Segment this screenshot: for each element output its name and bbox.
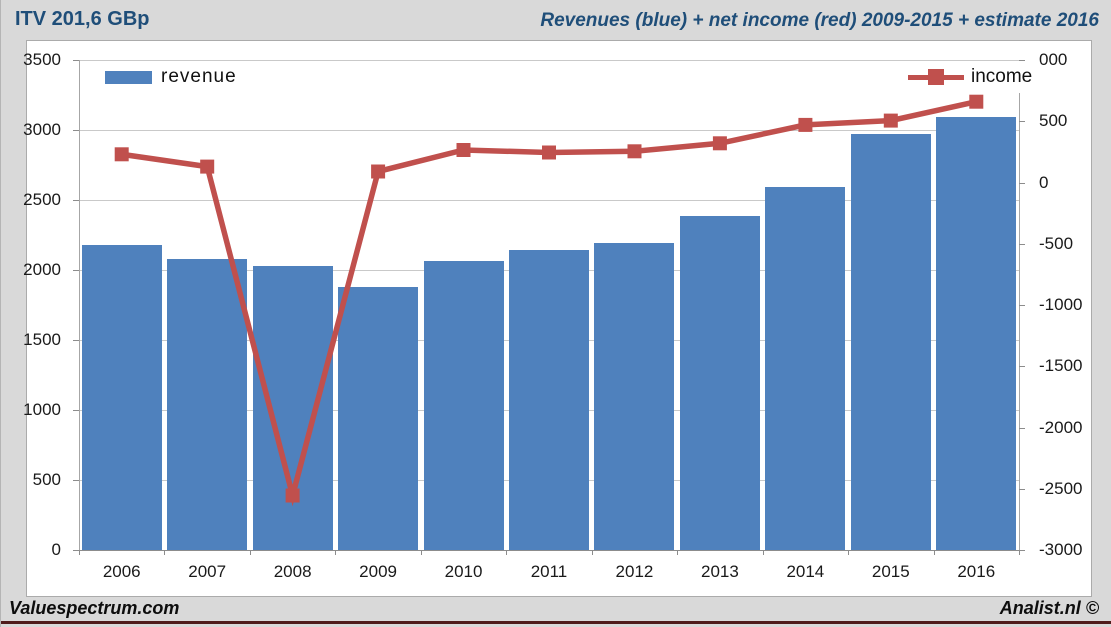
x-axis-label: 2012 [615,562,654,581]
x-axis-tick [933,550,935,555]
valuespectrum-brand: Valuespectrum.com [9,598,180,618]
y-axis-left-tick-label: 3000 [23,120,61,139]
income-marker-icon [908,69,964,85]
y-axis-right-tick [1019,488,1025,490]
income-marker [883,113,898,128]
x-axis-tick [1019,550,1020,555]
y-axis-right-tick [1019,182,1025,184]
y-axis-left-tick-label: 3500 [23,50,61,69]
y-axis-left-tick [73,410,79,411]
x-axis-label: 2010 [444,562,483,581]
x-axis-tick [420,550,422,555]
revenue-bar [423,261,504,550]
income-marker [627,144,642,159]
x-axis-tick [762,550,764,555]
x-axis-label: 2015 [871,562,910,581]
legend-income: income [904,61,1036,93]
y-axis-left-tick-label: 500 [32,470,61,489]
income-marker [456,143,471,157]
y-axis-left-tick [73,550,79,551]
x-axis-tick [677,550,679,555]
y-axis-left-tick [73,480,79,481]
revenue-bar [167,258,248,550]
income-marker [542,145,556,160]
analist-brand: Analist.nl © [999,598,1099,618]
gridline [79,200,1019,201]
revenue-bar [936,117,1017,550]
x-axis-tick [164,550,166,555]
income-marker [798,117,813,132]
gridline [79,130,1019,131]
y-axis-right-tick [1019,550,1025,551]
y-axis-right-tick-label: -500 [1039,233,1074,253]
y-axis-left-tick [73,200,79,201]
legend-revenue: revenue [101,66,241,88]
y-axis-left-tick-label: 0 [51,540,61,559]
revenue-bar [765,187,846,550]
x-axis-label: 2014 [786,562,825,581]
legend-income-label: income [971,66,1033,87]
y-axis-right-line [1019,60,1020,554]
legend-revenue-label: revenue [161,66,237,87]
y-axis-right-tick-label: 500 [1039,111,1068,131]
y-axis-left-tick [73,60,79,61]
revenue-bar [81,244,162,550]
y-axis-right-tick [1019,121,1025,123]
income-marker [712,136,727,151]
chart-title: Revenues (blue) + net income (red) 2009-… [540,10,1099,31]
y-axis-right-tick-label: 0 [1039,172,1049,192]
y-axis-right-tick-label: 000 [1039,50,1068,69]
x-axis-tick [506,550,508,555]
gridline [79,60,1019,61]
y-axis-right-tick [1019,305,1025,306]
income-marker [969,94,984,109]
x-axis-label: 2008 [273,562,312,581]
x-axis-line [79,550,1019,551]
x-axis-label: 2011 [530,562,568,581]
revenue-bar [594,242,675,550]
x-axis-label: 2013 [700,562,739,581]
y-axis-right-tick-label: -2500 [1039,478,1083,498]
revenue-bar [850,133,931,550]
y-axis-left-tick [73,270,79,271]
x-axis-tick [848,550,850,555]
income-marker [114,147,129,162]
x-axis-label: 2006 [102,562,141,581]
revenue-bar [679,215,760,550]
y-axis-right-tick [1019,366,1025,368]
y-axis-left-tick [73,340,79,341]
revenue-bar [509,250,589,550]
income-marker [285,488,300,503]
income-marker [371,164,386,179]
y-axis-right-tick [1019,427,1025,429]
footer-rule [1,621,1111,624]
x-axis-label: 2016 [957,562,996,581]
y-axis-right-tick-label: -1000 [1039,295,1083,314]
y-axis-right-tick-label: -1500 [1039,356,1083,376]
y-axis-left-tick-label: 2500 [23,190,61,209]
x-axis-tick [249,550,251,555]
y-axis-left-line [79,60,80,554]
x-axis-tick [79,550,80,555]
income-marker [200,159,215,174]
x-axis-label: 2009 [359,562,397,581]
revenue-bar [338,286,419,550]
income-line [114,94,984,507]
y-axis-right-tick [1019,243,1025,245]
x-axis-tick [591,550,593,555]
ticker-price-title: ITV 201,6 GBp [15,8,150,30]
y-axis-left-tick-label: 1000 [23,400,61,419]
y-axis-left-tick-label: 1500 [23,330,61,349]
y-axis-left-tick-label: 2000 [23,260,61,279]
y-axis-left-tick [73,130,79,131]
y-axis-right-tick-label: -3000 [1039,540,1083,559]
y-axis-right-tick [1019,60,1025,61]
x-axis-tick [335,550,337,555]
x-axis-label: 2007 [188,562,227,581]
revenue-swatch-icon [105,70,152,84]
y-axis-right-tick-label: -2000 [1039,417,1083,437]
